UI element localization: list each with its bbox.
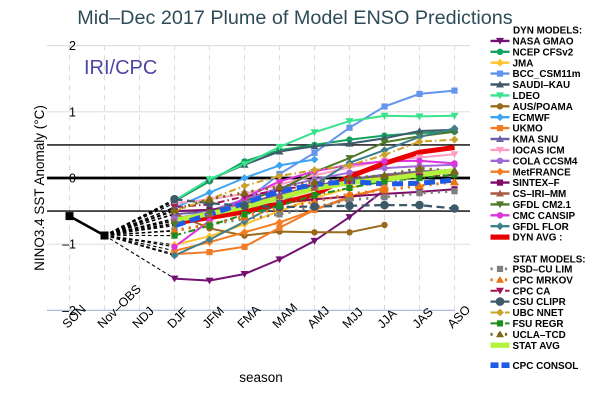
svg-text:2: 2	[69, 39, 76, 53]
svg-text:BCC_CSM11m: BCC_CSM11m	[513, 69, 581, 80]
svg-text:DYN MODELS:: DYN MODELS:	[513, 26, 582, 37]
svg-text:UCLA–TCD: UCLA–TCD	[513, 330, 566, 341]
svg-text:IOCAS ICM: IOCAS ICM	[513, 146, 565, 157]
svg-text:1: 1	[69, 105, 76, 119]
svg-text:CMC CANSIP: CMC CANSIP	[513, 211, 576, 222]
svg-text:SINTEX–F: SINTEX–F	[513, 178, 560, 189]
svg-text:AUS/POAMA: AUS/POAMA	[513, 102, 573, 113]
svg-text:–2: –2	[62, 304, 76, 318]
svg-text:PSD–CU LIM: PSD–CU LIM	[513, 265, 573, 276]
svg-text:UBC NNET: UBC NNET	[513, 308, 564, 319]
svg-text:season: season	[239, 370, 283, 385]
svg-text:CSU CLIPR: CSU CLIPR	[513, 297, 566, 308]
svg-text:IRI/CPC: IRI/CPC	[84, 57, 157, 79]
svg-text:KMA SNU: KMA SNU	[513, 135, 559, 146]
svg-text:GFDL FLOR: GFDL FLOR	[513, 222, 569, 233]
svg-text:Mid–Dec 2017 Plume of Model EN: Mid–Dec 2017 Plume of Model ENSO Predict…	[77, 7, 512, 29]
svg-text:GFDL CM2.1: GFDL CM2.1	[513, 200, 572, 211]
svg-text:CS–IRI–MM: CS–IRI–MM	[513, 189, 567, 200]
svg-text:FSU REGR: FSU REGR	[513, 319, 564, 330]
svg-text:JMA: JMA	[513, 58, 534, 69]
svg-text:–1: –1	[62, 238, 76, 252]
svg-text:STAT MODELS:: STAT MODELS:	[513, 254, 586, 265]
svg-text:STAT AVG: STAT AVG	[513, 341, 561, 352]
svg-text:LDEO: LDEO	[513, 91, 541, 102]
svg-text:SAUDI–KAU: SAUDI–KAU	[513, 80, 571, 91]
svg-text:COLA CCSM4: COLA CCSM4	[513, 156, 578, 167]
svg-text:NASA GMAO: NASA GMAO	[513, 37, 574, 48]
svg-text:CPC CONSOL: CPC CONSOL	[513, 361, 579, 372]
svg-text:DYN AVG :: DYN AVG :	[513, 233, 563, 244]
svg-text:CPC MRKOV: CPC MRKOV	[513, 275, 574, 286]
svg-text:ECMWF: ECMWF	[513, 113, 550, 124]
svg-text:MetFRANCE: MetFRANCE	[513, 167, 572, 178]
svg-text:NINO3.4 SST Anomaly (°C): NINO3.4 SST Anomaly (°C)	[32, 105, 47, 271]
svg-text:UKMO: UKMO	[513, 124, 543, 135]
svg-text:CPC CA: CPC CA	[513, 286, 551, 297]
svg-text:0: 0	[69, 172, 76, 186]
svg-text:NCEP CFSv2: NCEP CFSv2	[513, 47, 574, 58]
